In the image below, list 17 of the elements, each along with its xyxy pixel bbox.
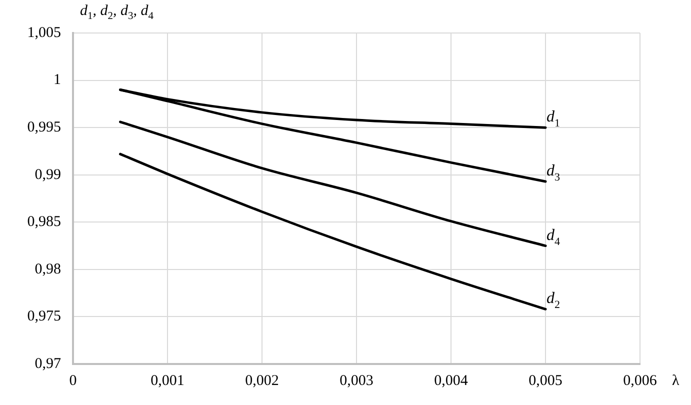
y-tick-label: 0,97 — [34, 356, 62, 372]
y-tick-label: 0,975 — [27, 308, 61, 325]
y-tick-label: 1 — [54, 72, 61, 88]
x-tick-label: 0,004 — [434, 372, 468, 389]
x-tick-label: 0 — [69, 372, 77, 389]
x-tick-label: 0,006 — [623, 372, 658, 389]
y-tick-label: 1,005 — [27, 24, 61, 41]
x-tick-label: 0,002 — [245, 372, 279, 389]
y-tick-label: 0,995 — [27, 120, 61, 136]
x-axis-title: λ — [672, 373, 680, 390]
y-tick-label: 0,985 — [27, 214, 61, 230]
y-tick-label: 0,98 — [34, 261, 61, 278]
x-tick-label: 0,003 — [340, 372, 374, 389]
x-tick-label: 0,001 — [150, 372, 184, 389]
x-tick-label: 0,005 — [528, 372, 562, 389]
y-tick-label: 0,99 — [34, 166, 61, 183]
y-axis-title: d$_{1}$, d$_{2}$, d$_{3}$, d$_{4}$ — [80, 3, 154, 22]
